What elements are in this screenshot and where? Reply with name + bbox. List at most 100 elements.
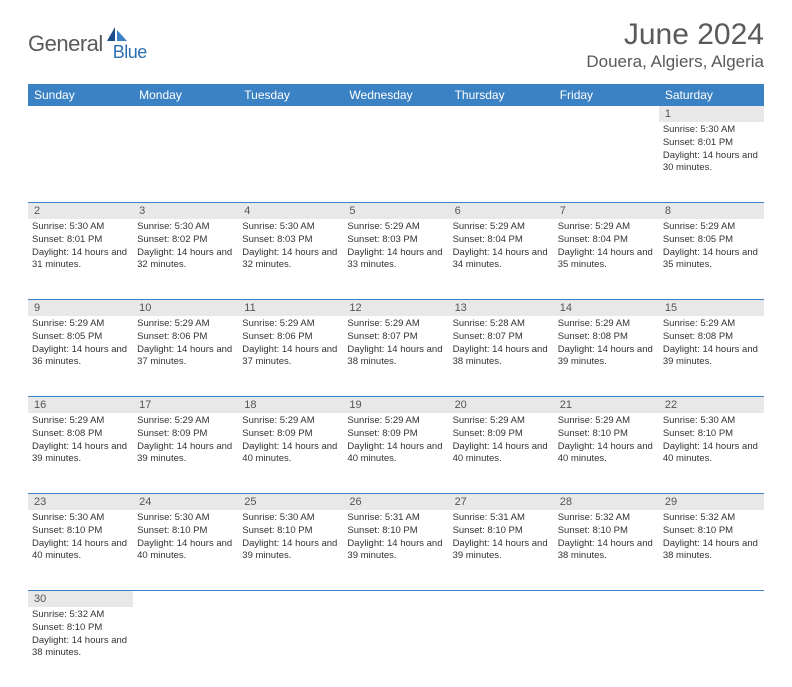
daylight-line: Daylight: 14 hours and 31 minutes. bbox=[32, 247, 129, 273]
sunrise-line: Sunrise: 5:29 AM bbox=[32, 318, 129, 331]
sunrise-line: Sunrise: 5:29 AM bbox=[242, 318, 339, 331]
sunset-line: Sunset: 8:03 PM bbox=[347, 234, 444, 247]
day-number bbox=[28, 106, 133, 122]
sunset-line: Sunset: 8:02 PM bbox=[137, 234, 234, 247]
day-number: 22 bbox=[659, 397, 764, 413]
day-header-cell: Thursday bbox=[449, 84, 554, 106]
daylight-line: Daylight: 14 hours and 37 minutes. bbox=[242, 344, 339, 370]
day-number: 26 bbox=[343, 494, 448, 510]
calendar-cell: Sunrise: 5:29 AMSunset: 8:09 PMDaylight:… bbox=[343, 413, 448, 493]
sunset-line: Sunset: 8:07 PM bbox=[453, 331, 550, 344]
day-number-row: 16171819202122 bbox=[28, 397, 764, 413]
sunset-line: Sunset: 8:10 PM bbox=[32, 622, 129, 635]
day-number: 7 bbox=[554, 203, 659, 219]
calendar-cell: Sunrise: 5:30 AMSunset: 8:02 PMDaylight:… bbox=[133, 219, 238, 299]
calendar-cell bbox=[238, 607, 343, 687]
calendar-cell: Sunrise: 5:30 AMSunset: 8:01 PMDaylight:… bbox=[28, 219, 133, 299]
daylight-line: Daylight: 14 hours and 33 minutes. bbox=[347, 247, 444, 273]
day-number: 3 bbox=[133, 203, 238, 219]
sunset-line: Sunset: 8:01 PM bbox=[32, 234, 129, 247]
sunrise-line: Sunrise: 5:30 AM bbox=[242, 221, 339, 234]
sunset-line: Sunset: 8:08 PM bbox=[32, 428, 129, 441]
logo: General Blue bbox=[28, 24, 147, 63]
sunrise-line: Sunrise: 5:29 AM bbox=[663, 318, 760, 331]
daylight-line: Daylight: 14 hours and 39 minutes. bbox=[32, 441, 129, 467]
daylight-line: Daylight: 14 hours and 39 minutes. bbox=[663, 344, 760, 370]
day-number: 18 bbox=[238, 397, 343, 413]
sunset-line: Sunset: 8:04 PM bbox=[558, 234, 655, 247]
sunset-line: Sunset: 8:01 PM bbox=[663, 137, 760, 150]
daylight-line: Daylight: 14 hours and 39 minutes. bbox=[137, 441, 234, 467]
daylight-line: Daylight: 14 hours and 40 minutes. bbox=[242, 441, 339, 467]
sunrise-line: Sunrise: 5:30 AM bbox=[32, 221, 129, 234]
calendar-cell: Sunrise: 5:31 AMSunset: 8:10 PMDaylight:… bbox=[449, 510, 554, 590]
calendar-cell bbox=[28, 122, 133, 202]
calendar-cell: Sunrise: 5:29 AMSunset: 8:08 PMDaylight:… bbox=[659, 316, 764, 396]
calendar-cell bbox=[343, 122, 448, 202]
day-header-row: SundayMondayTuesdayWednesdayThursdayFrid… bbox=[28, 84, 764, 106]
sunrise-line: Sunrise: 5:31 AM bbox=[347, 512, 444, 525]
daylight-line: Daylight: 14 hours and 39 minutes. bbox=[242, 538, 339, 564]
calendar-cell: Sunrise: 5:29 AMSunset: 8:05 PMDaylight:… bbox=[659, 219, 764, 299]
day-number bbox=[449, 591, 554, 607]
sunset-line: Sunset: 8:10 PM bbox=[558, 428, 655, 441]
daylight-line: Daylight: 14 hours and 40 minutes. bbox=[453, 441, 550, 467]
daylight-line: Daylight: 14 hours and 40 minutes. bbox=[663, 441, 760, 467]
sunrise-line: Sunrise: 5:30 AM bbox=[32, 512, 129, 525]
day-number: 2 bbox=[28, 203, 133, 219]
daylight-line: Daylight: 14 hours and 40 minutes. bbox=[347, 441, 444, 467]
calendar-cell: Sunrise: 5:30 AMSunset: 8:01 PMDaylight:… bbox=[659, 122, 764, 202]
sunrise-line: Sunrise: 5:32 AM bbox=[558, 512, 655, 525]
sunrise-line: Sunrise: 5:29 AM bbox=[453, 415, 550, 428]
day-number bbox=[659, 591, 764, 607]
daylight-line: Daylight: 14 hours and 39 minutes. bbox=[558, 344, 655, 370]
sunrise-line: Sunrise: 5:30 AM bbox=[242, 512, 339, 525]
sunrise-line: Sunrise: 5:29 AM bbox=[242, 415, 339, 428]
calendar-cell bbox=[449, 607, 554, 687]
sunrise-line: Sunrise: 5:32 AM bbox=[32, 609, 129, 622]
daylight-line: Daylight: 14 hours and 38 minutes. bbox=[453, 344, 550, 370]
sunset-line: Sunset: 8:10 PM bbox=[32, 525, 129, 538]
daylight-line: Daylight: 14 hours and 40 minutes. bbox=[137, 538, 234, 564]
location: Douera, Algiers, Algeria bbox=[586, 52, 764, 72]
calendar-cell: Sunrise: 5:29 AMSunset: 8:08 PMDaylight:… bbox=[554, 316, 659, 396]
day-number: 16 bbox=[28, 397, 133, 413]
daylight-line: Daylight: 14 hours and 38 minutes. bbox=[32, 635, 129, 661]
sunrise-line: Sunrise: 5:30 AM bbox=[137, 221, 234, 234]
sunrise-line: Sunrise: 5:29 AM bbox=[137, 318, 234, 331]
calendar-cell bbox=[554, 607, 659, 687]
day-number bbox=[133, 591, 238, 607]
calendar-cell: Sunrise: 5:29 AMSunset: 8:07 PMDaylight:… bbox=[343, 316, 448, 396]
calendar-cell: Sunrise: 5:30 AMSunset: 8:10 PMDaylight:… bbox=[238, 510, 343, 590]
calendar-cell: Sunrise: 5:29 AMSunset: 8:09 PMDaylight:… bbox=[449, 413, 554, 493]
day-number: 23 bbox=[28, 494, 133, 510]
sunset-line: Sunset: 8:09 PM bbox=[137, 428, 234, 441]
sunrise-line: Sunrise: 5:28 AM bbox=[453, 318, 550, 331]
day-number: 10 bbox=[133, 300, 238, 316]
sunrise-line: Sunrise: 5:29 AM bbox=[558, 318, 655, 331]
sunrise-line: Sunrise: 5:29 AM bbox=[558, 415, 655, 428]
calendar-cell: Sunrise: 5:32 AMSunset: 8:10 PMDaylight:… bbox=[28, 607, 133, 687]
daylight-line: Daylight: 14 hours and 32 minutes. bbox=[137, 247, 234, 273]
calendar-cell: Sunrise: 5:32 AMSunset: 8:10 PMDaylight:… bbox=[659, 510, 764, 590]
calendar-cell: Sunrise: 5:28 AMSunset: 8:07 PMDaylight:… bbox=[449, 316, 554, 396]
day-number: 28 bbox=[554, 494, 659, 510]
sunset-line: Sunset: 8:05 PM bbox=[663, 234, 760, 247]
calendar-cell bbox=[659, 607, 764, 687]
sunrise-line: Sunrise: 5:29 AM bbox=[347, 221, 444, 234]
day-number: 14 bbox=[554, 300, 659, 316]
sunrise-line: Sunrise: 5:29 AM bbox=[347, 415, 444, 428]
sunset-line: Sunset: 8:10 PM bbox=[242, 525, 339, 538]
daylight-line: Daylight: 14 hours and 40 minutes. bbox=[32, 538, 129, 564]
calendar-cell: Sunrise: 5:29 AMSunset: 8:04 PMDaylight:… bbox=[449, 219, 554, 299]
calendar-cell bbox=[449, 122, 554, 202]
sunset-line: Sunset: 8:09 PM bbox=[347, 428, 444, 441]
day-number: 15 bbox=[659, 300, 764, 316]
day-number-row: 30 bbox=[28, 591, 764, 607]
calendar-cell bbox=[554, 122, 659, 202]
day-number bbox=[238, 591, 343, 607]
daylight-line: Daylight: 14 hours and 39 minutes. bbox=[347, 538, 444, 564]
sunset-line: Sunset: 8:10 PM bbox=[137, 525, 234, 538]
day-header-cell: Saturday bbox=[659, 84, 764, 106]
month-title: June 2024 bbox=[586, 18, 764, 52]
